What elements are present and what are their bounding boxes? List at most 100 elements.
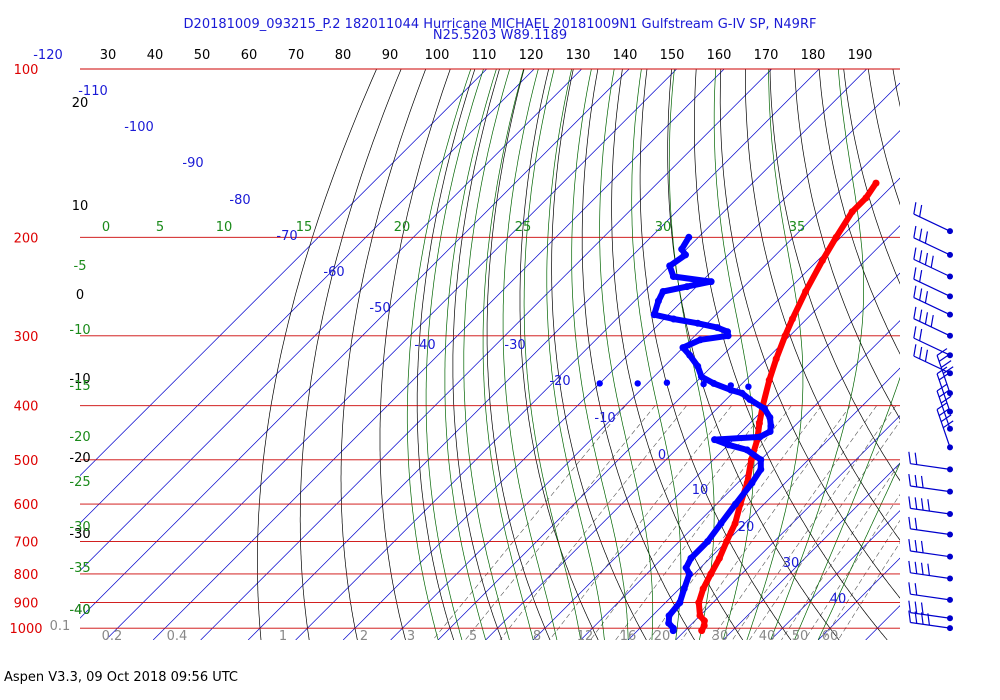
wind-barb-feather (938, 372, 950, 381)
x-top-tick-label: 30 (100, 48, 117, 63)
isotherm-label: -40 (414, 338, 435, 353)
isotherm-line (247, 69, 820, 640)
dewpoint-point (743, 446, 751, 454)
wind-barb-feather (924, 349, 929, 362)
dewpoint-point (659, 288, 667, 295)
temperature-point (781, 332, 789, 340)
wind-barb-staff (913, 237, 951, 256)
pressure-label: 200 (14, 231, 39, 246)
isotherm-line (390, 130, 900, 640)
chart-title-line2: N25.5203 W89.1189 (432, 28, 568, 43)
wind-barb-staff (936, 355, 951, 394)
moist-adiabat-line (463, 69, 511, 640)
dewpoint-point (696, 336, 704, 344)
temperature-point (731, 520, 739, 527)
moist-adiabat-left-label: -5 (74, 259, 87, 274)
wind-barb-staff (910, 572, 951, 580)
dewpoint-point (678, 245, 686, 253)
wind-barb-feather (914, 497, 918, 510)
wind-barb-staff (910, 507, 951, 515)
mixing-ratio-line (681, 405, 851, 640)
mixing-ratio-label: 12 (577, 629, 594, 644)
wind-barb-staff (936, 409, 951, 448)
isotherm-label: -70 (276, 229, 297, 244)
pressure-label: 100 (14, 63, 39, 78)
moist-adiabat-line (502, 69, 558, 640)
dewpoint-point (680, 585, 688, 593)
moist-adiabat-label: 15 (296, 220, 313, 235)
moist-adiabat-label: 25 (515, 220, 532, 235)
mixing-ratio-line (465, 405, 656, 640)
dewpoint-point (694, 362, 702, 370)
dry-adiabat-line (991, 69, 1000, 640)
dry-adiabat-line (519, 69, 599, 640)
wind-barb-staff (913, 213, 951, 232)
dewpoint-point (666, 262, 674, 270)
dewpoint-point (650, 311, 658, 319)
dewpoint-point (748, 479, 756, 487)
dewpoint-point (665, 612, 673, 620)
mixing-ratio-line (837, 541, 900, 640)
wind-barb-feather (914, 611, 918, 624)
wind-barb-feather (942, 420, 954, 429)
wind-barb-feather (927, 613, 931, 626)
moist-adiabat-line (794, 376, 900, 640)
moist-adiabat-left-label: -25 (69, 475, 90, 490)
dry-adiabat-line (818, 69, 900, 355)
temperature-point (765, 376, 773, 384)
wind-barb-feather (920, 602, 924, 615)
moist-adiabat-line (746, 69, 804, 640)
moist-adiabat-left-label: -40 (69, 603, 90, 618)
x-top-tick-label: 150 (660, 48, 685, 63)
wind-barb-feather (914, 561, 918, 574)
dry-adiabat-line (967, 69, 1000, 640)
dewpoint-point (761, 405, 768, 413)
dewpoint-point (757, 465, 765, 473)
mixing-ratio-line (822, 519, 900, 640)
dewpoint-point (663, 379, 671, 386)
mixing-ratio-line (804, 494, 900, 640)
wind-barb-feather (919, 204, 923, 217)
dewpoint-point (717, 520, 725, 527)
dry-adiabat-line (299, 69, 402, 640)
wind-barb-feather (938, 408, 950, 417)
wind-barb-staff (910, 621, 951, 629)
isotherm-label: -60 (323, 265, 344, 280)
pressure-label: 400 (14, 400, 39, 415)
wind-barb-feather (927, 563, 931, 576)
moist-adiabat-left-label: -10 (69, 323, 90, 338)
moist-adiabat-label: 30 (655, 220, 672, 235)
pressure-label: 300 (14, 330, 39, 345)
mixing-ratio-line (590, 405, 769, 640)
wind-barb-feather (940, 395, 952, 404)
footer-text: Aspen V3.3, 09 Oct 2018 09:56 UTC (4, 670, 238, 685)
mixing-ratio-label: 0.4 (167, 629, 188, 644)
moist-adiabat-line (482, 69, 534, 640)
dewpoint-point (687, 554, 695, 562)
pressure-label: 500 (14, 454, 39, 469)
moist-adiabat-label: 0 (102, 220, 110, 235)
dewpoint-point (679, 344, 687, 352)
mixing-ratio-label: 3 (407, 629, 415, 644)
dewpoint-point (757, 456, 765, 464)
wind-barb-staff (910, 485, 951, 493)
moist-adiabat-label: 20 (394, 220, 411, 235)
isotherm-line (722, 462, 900, 640)
dry-adiabat-line (611, 69, 744, 640)
chart-title-line1: D20181009_093215_P.2 182011044 Hurricane… (183, 17, 817, 32)
isotherm-label: -90 (182, 156, 203, 171)
temperature-point (862, 194, 870, 202)
isotherm-line (817, 557, 900, 640)
moist-adiabat-line (444, 69, 497, 640)
isotherm-line (770, 510, 900, 640)
temperature-point (818, 257, 826, 264)
moist-adiabat-label: 35 (789, 220, 806, 235)
wind-barb-feather (913, 225, 917, 238)
wind-barb-staff (913, 355, 951, 374)
dewpoint-point (670, 315, 678, 323)
dewpoint-point (766, 428, 774, 435)
mixing-ratio-line (781, 462, 900, 640)
wind-barb-staff (910, 463, 951, 470)
mixing-ratio-label: 60 (822, 629, 839, 644)
mixing-ratio-label: 20 (654, 629, 671, 644)
